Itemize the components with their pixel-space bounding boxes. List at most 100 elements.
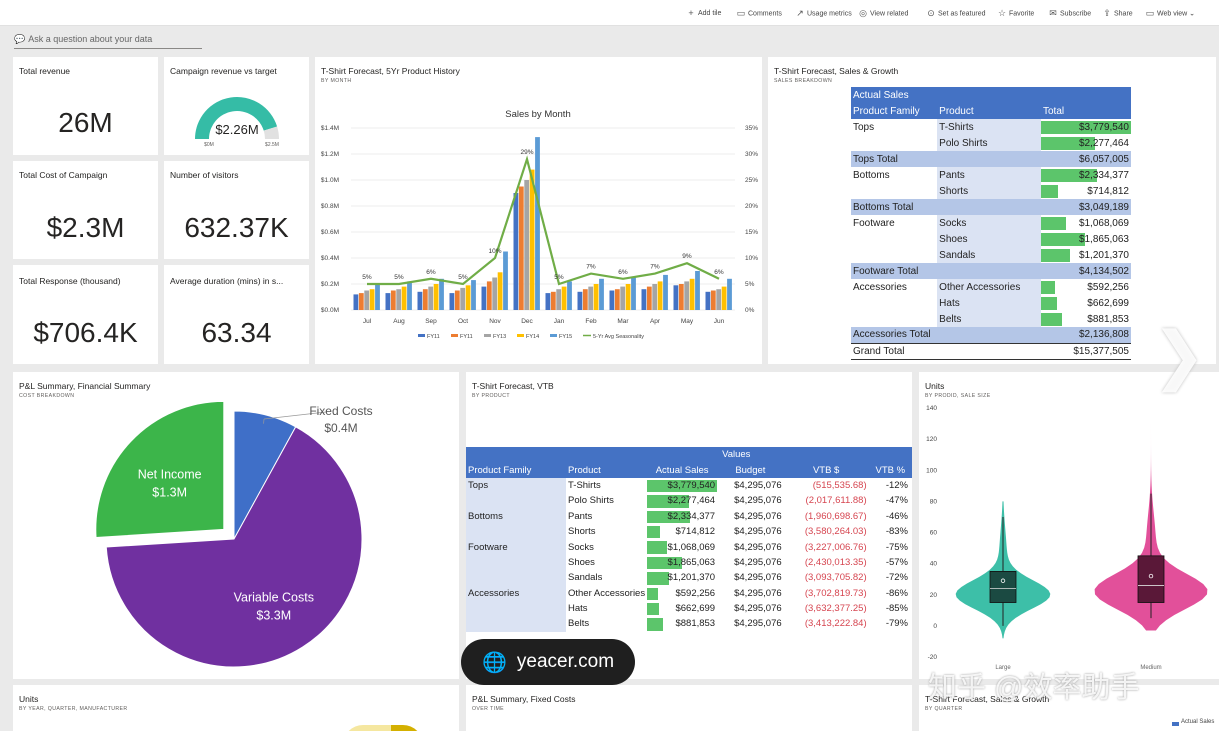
- zhihu-watermark: 知乎 @效率助手: [928, 672, 1140, 704]
- tile-sales-growth[interactable]: T-Shirt Forecast, Sales & Growth SALES B…: [768, 57, 1216, 364]
- toolbar-comment-button[interactable]: ▭ Comments: [736, 8, 782, 19]
- line-data-label: 7%: [650, 264, 660, 271]
- y2-tick-label: 20%: [745, 203, 758, 210]
- qna-box[interactable]: 💬 Ask a question about your data: [14, 34, 202, 49]
- line-data-label: 5%: [362, 274, 372, 281]
- actual-cell: $662,699: [647, 601, 717, 616]
- vtb-cell: (3,227,006.76): [804, 541, 867, 553]
- total-value: $881,853: [1087, 313, 1129, 325]
- total-value: $662,699: [1087, 297, 1129, 309]
- bar-fy11: [390, 290, 396, 310]
- family-cell: Footware: [466, 539, 566, 555]
- toolbar-featured-button[interactable]: ⊙ Set as featured: [926, 8, 985, 19]
- bar-fy13: [588, 286, 594, 310]
- matrix-row: Sandals $1,201,370: [851, 247, 1131, 263]
- legend-swatch: [451, 334, 458, 337]
- tile-growth-quarter[interactable]: T-Shirt Forecast, Sales & Growth BY QUAR…: [919, 685, 1219, 731]
- tile-units-bottom[interactable]: Units BY YEAR, QUARTER, MANUFACTURER: [13, 685, 459, 731]
- bar-fy14: [689, 278, 695, 310]
- tile-subtitle: BY MONTH: [321, 78, 352, 84]
- bar-fy14: [561, 286, 567, 310]
- tile-vtb[interactable]: T-Shirt Forecast, VTB BY PRODUCT Values P…: [466, 372, 912, 679]
- bar-fy11: [673, 285, 679, 310]
- next-page-arrow[interactable]: ❯: [1152, 319, 1206, 391]
- family-cell: Bottoms: [853, 169, 890, 181]
- toolbar-plus-button[interactable]: + Add tile: [686, 8, 721, 18]
- family-cell: [466, 600, 566, 617]
- total-cell: $1,068,069: [1041, 215, 1131, 231]
- product-cell: Socks: [568, 541, 594, 553]
- tile-duration[interactable]: Average duration (mins) in s... 63.34: [164, 265, 309, 364]
- y2-tick-label: 25%: [745, 177, 758, 184]
- tile-pl-summary[interactable]: P&L Summary, Financial Summary COST BREA…: [13, 372, 459, 679]
- vtb-row: Hats $662,699 $4,295,076 (3,632,377.25) -85%: [466, 600, 912, 617]
- tile-response[interactable]: Total Response (thousand) $706.4K: [13, 265, 158, 364]
- bar-fy14: [497, 272, 503, 310]
- sales-by-month-chart: Sales by Month $0.0M 0% $0.2M 5% $0.4M 10% $0.6…: [321, 109, 758, 340]
- column-header: Budget: [717, 462, 784, 478]
- bar-fy15: [567, 281, 572, 310]
- tile-campaign-gauge[interactable]: Campaign revenue vs target $2.26M $0M $2.5…: [164, 57, 309, 155]
- column-header: VTB %: [868, 462, 912, 478]
- product-cell: T-Shirts: [568, 479, 601, 491]
- line-data-label: 5%: [458, 274, 468, 281]
- tile-fixed-costs[interactable]: P&L Summary, Fixed Costs OVER TIME: [466, 685, 912, 731]
- tile-visitors[interactable]: Number of visitors 632.37K: [164, 161, 309, 259]
- bar-fy11: [353, 294, 359, 310]
- toolbar-view-related-button[interactable]: ◎ View related: [858, 8, 908, 19]
- data-bar: [1041, 281, 1056, 294]
- budget-cell: $4,295,076: [734, 587, 782, 599]
- bar-fy11: [582, 289, 588, 310]
- total-cell: $2,334,377: [1041, 167, 1131, 183]
- toolbar-label: Share: [1114, 10, 1133, 18]
- y-tick-label: 60: [930, 530, 938, 537]
- toolbar-share-button[interactable]: ⇪ Share: [1102, 8, 1133, 19]
- family-cell: [851, 295, 937, 311]
- tile-title: T-Shirt Forecast, VTB: [472, 381, 554, 391]
- x-tick-label: Mar: [617, 318, 629, 325]
- toolbar-metrics-button[interactable]: ↗ Usage metrics: [795, 8, 852, 19]
- actual-cell: $3,779,540: [647, 478, 718, 493]
- tile-subtitle: BY PRODID, SALE SIZE: [925, 393, 991, 399]
- matrix-row: Bottoms Pants $2,334,377: [851, 167, 1131, 183]
- toolbar-label: Set as featured: [938, 10, 986, 18]
- vtb-values-row: Values: [466, 447, 912, 463]
- toolbar-mail-button[interactable]: ✉ Subscribe: [1048, 8, 1091, 19]
- data-bar: [647, 510, 691, 523]
- tile-total-revenue[interactable]: Total revenue 26M: [13, 57, 158, 155]
- comment-icon: ▭: [736, 8, 746, 18]
- data-bar: [647, 541, 667, 554]
- actual-value: $714,812: [675, 526, 716, 538]
- y-tick-label: $1.0M: [321, 177, 339, 184]
- tile-total-cost[interactable]: Total Cost of Campaign $2.3M: [13, 161, 158, 259]
- vtb-row: Shorts $714,812 $4,295,076 (3,580,264.03) -8…: [466, 523, 912, 540]
- product-cell: Sandals: [568, 572, 603, 584]
- toolbar-label: View related: [870, 10, 909, 18]
- pie-slice: [105, 426, 363, 668]
- toolbar-star-button[interactable]: ☆ Favorite: [997, 8, 1034, 19]
- gauge-value: $2.26M: [215, 122, 258, 137]
- tile-forecast-history[interactable]: T-Shirt Forecast, 5Yr Product History BY…: [315, 57, 762, 364]
- family-cell: Bottoms: [466, 508, 566, 524]
- kpi-value: $2.3M: [46, 212, 125, 243]
- tile-units-violin[interactable]: Units BY PRODID, SALE SIZE -20 0 20 40 60 80 1…: [919, 372, 1219, 679]
- bar-fy13: [716, 289, 722, 310]
- bar-fy13: [364, 290, 370, 310]
- slice-label: Net Income: [138, 468, 202, 482]
- toolbar-web-view-button[interactable]: ▭ Web view ⌄: [1145, 8, 1195, 19]
- total-cell: $3,779,540: [1041, 119, 1131, 135]
- actual-value: $3,779,540: [667, 479, 716, 491]
- total-label: Bottoms Total: [851, 199, 1041, 215]
- product-cell: Shoes: [937, 231, 1041, 247]
- slice-value: $3.3M: [256, 609, 291, 623]
- tile-title: P&L Summary, Financial Summary: [19, 381, 151, 391]
- product-cell: Belts: [937, 311, 1041, 327]
- total-cell: $2,277,464: [1041, 135, 1131, 151]
- tile-title: Average duration (mins) in s...: [170, 276, 284, 286]
- featured-icon: ⊙: [927, 8, 935, 18]
- budget-cell: $4,295,076: [734, 556, 782, 568]
- tile-title: Units: [19, 694, 39, 704]
- data-bar: [1041, 121, 1131, 134]
- y2-tick-label: 30%: [745, 151, 758, 158]
- bar-fy15: [439, 278, 444, 310]
